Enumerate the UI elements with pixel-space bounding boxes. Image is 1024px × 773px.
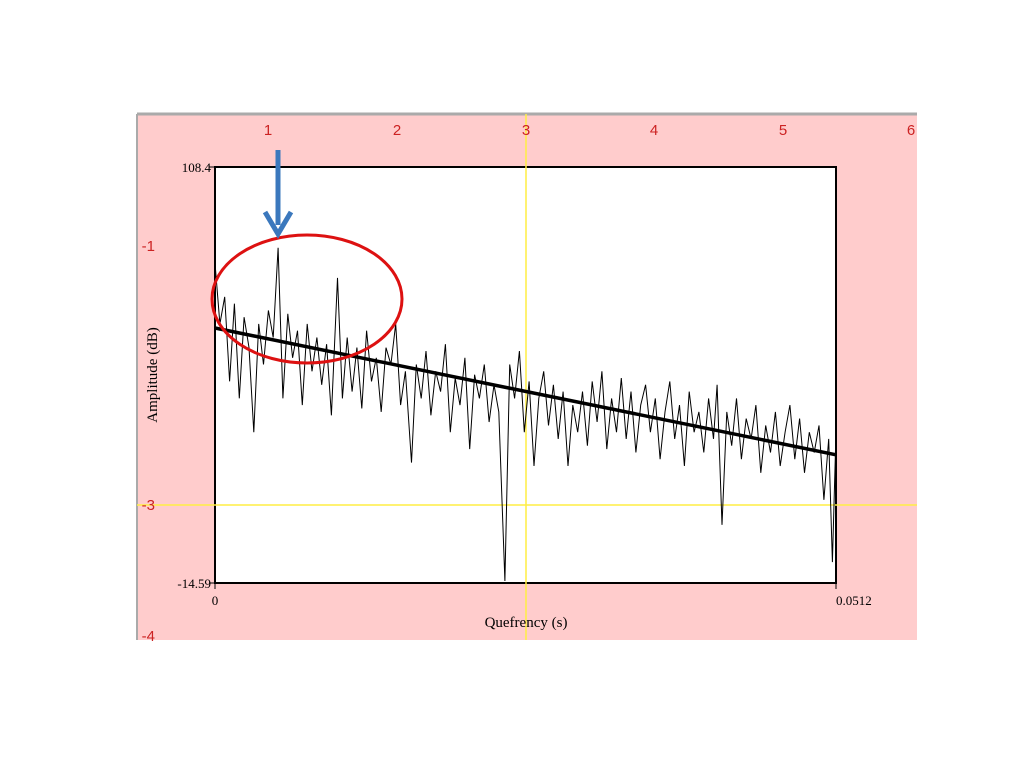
x-tick-label: 0 [212, 593, 219, 608]
marks: -14.59 108.4 0 0.0512 [177, 160, 871, 608]
highlight-ellipse [210, 233, 404, 365]
y-tick-label: 108.4 [182, 160, 212, 175]
y-axis-label: Amplitude (dB) [145, 327, 161, 422]
ruler-label: 1 [264, 122, 272, 139]
y-tick-label: -14.59 [177, 576, 211, 591]
data-line [214, 247, 837, 582]
ruler-label: 4 [650, 122, 658, 139]
ruler-label: 5 [779, 122, 787, 139]
ruler-label: 3 [522, 122, 530, 139]
ruler-label: -1 [142, 238, 155, 255]
x-tick-label: 0.0512 [836, 593, 872, 608]
x-axis-label: Quefrency (s) [485, 615, 568, 631]
trend-line [214, 326, 837, 457]
arrow-head [262, 210, 294, 239]
ruler-label: -3 [142, 497, 155, 514]
ruler-label: 6 [907, 122, 915, 139]
ruler-label: 2 [393, 122, 401, 139]
ruler-label: -4 [142, 628, 155, 645]
